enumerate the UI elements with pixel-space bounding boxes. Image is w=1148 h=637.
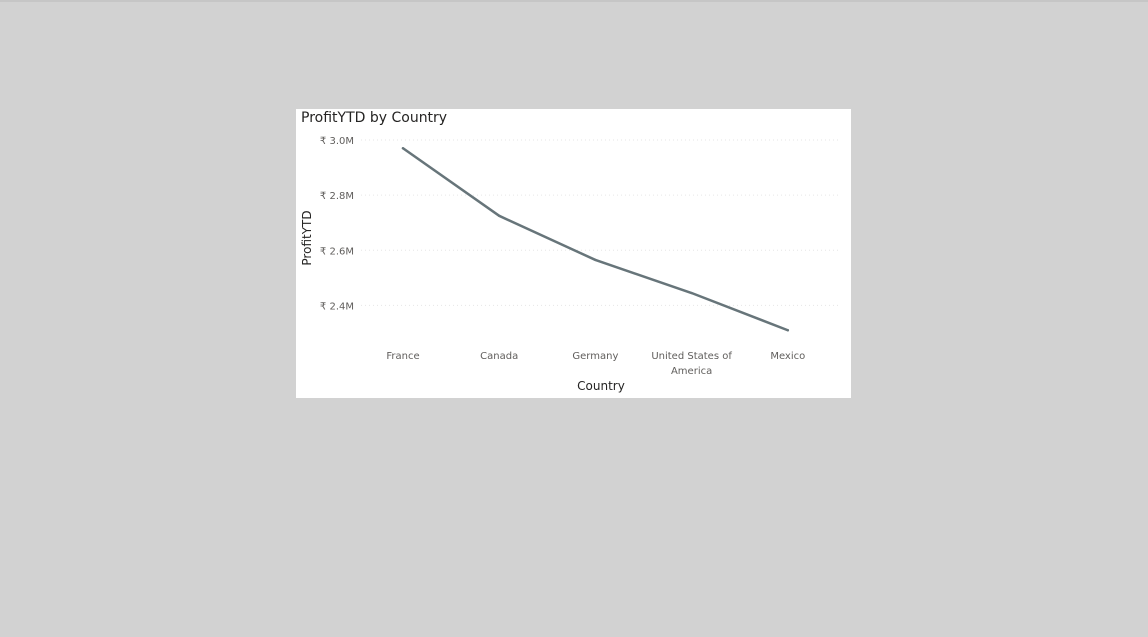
data-point[interactable] (786, 329, 789, 332)
y-tick-label: ₹ 2.8M (320, 191, 354, 202)
x-tick-label: Germany (572, 351, 618, 362)
y-tick-label: ₹ 2.6M (320, 246, 354, 257)
x-tick-label-line: America (671, 366, 712, 377)
x-tick-label-line: France (386, 351, 419, 362)
chart-title: ProfitYTD by Country (301, 110, 448, 126)
y-axis-ticks: ₹ 2.4M ₹ 2.6M ₹ 2.8M ₹ 3.0M (320, 136, 354, 312)
x-tick-label: Mexico (770, 351, 805, 362)
x-tick-label-line: Germany (572, 351, 618, 362)
x-tick-label-line: Canada (480, 351, 518, 362)
data-point[interactable] (594, 258, 597, 262)
series-layer (401, 147, 790, 332)
y-tick-label: ₹ 3.0M (320, 136, 354, 147)
canvas-top-border (0, 0, 1148, 2)
data-point[interactable] (498, 214, 501, 218)
x-tick-label-line: Mexico (770, 351, 805, 362)
series-line[interactable] (401, 147, 790, 332)
line-chart-svg: ₹ 2.4M ₹ 2.6M ₹ 2.8M ₹ 3.0M France Canada Ger… (300, 136, 841, 393)
data-point[interactable] (401, 147, 405, 150)
x-tick-label: United States of America (651, 351, 732, 377)
x-tick-label: France (386, 351, 419, 362)
data-point[interactable] (690, 291, 693, 295)
y-tick-label: ₹ 2.4M (320, 301, 354, 312)
x-tick-label-line: United States of (651, 351, 732, 362)
x-axis-ticks: France Canada Germany United States of Ameri… (386, 351, 805, 377)
line-chart-visual[interactable]: ProfitYTD by Country ₹ 2.4M ₹ 2.6M ₹ 2.8M ₹… (296, 109, 851, 398)
gridlines (361, 139, 841, 306)
x-tick-label: Canada (480, 351, 518, 362)
y-axis-title: ProfitYTD (300, 210, 314, 265)
x-axis-title: Country (577, 379, 625, 393)
